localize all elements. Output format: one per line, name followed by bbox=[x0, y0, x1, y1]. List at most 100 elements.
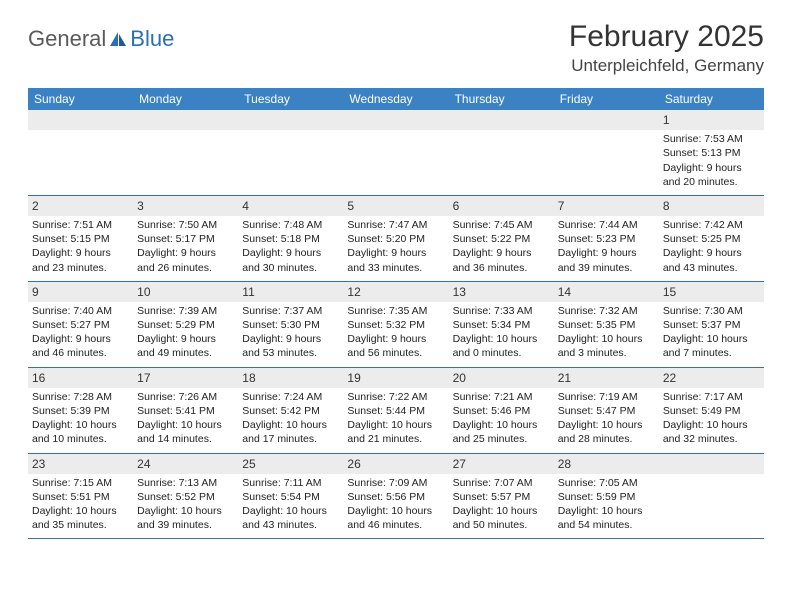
day-number bbox=[133, 110, 238, 130]
day-number bbox=[659, 454, 764, 474]
day-number: 23 bbox=[28, 454, 133, 474]
day-cell: 23Sunrise: 7:15 AMSunset: 5:51 PMDayligh… bbox=[28, 454, 133, 539]
day-number: 1 bbox=[659, 110, 764, 130]
sunset-line: Sunset: 5:47 PM bbox=[558, 404, 655, 418]
calendar-grid: Sunday Monday Tuesday Wednesday Thursday… bbox=[28, 88, 764, 539]
daylight-line: Daylight: 9 hours and 23 minutes. bbox=[32, 246, 129, 274]
sunrise-line: Sunrise: 7:37 AM bbox=[242, 304, 339, 318]
sunrise-line: Sunrise: 7:15 AM bbox=[32, 476, 129, 490]
day-number: 18 bbox=[238, 368, 343, 388]
day-cell: 1 Sunrise: 7:53 AMSunset: 5:13 PMDaylight… bbox=[659, 110, 764, 195]
sunrise-line: Sunrise: 7:42 AM bbox=[663, 218, 760, 232]
daylight-line: Daylight: 9 hours and 36 minutes. bbox=[453, 246, 550, 274]
day-number: 27 bbox=[449, 454, 554, 474]
weeks-container: 1Sunrise: 7:53 AMSunset: 5:13 PMDaylight… bbox=[28, 110, 764, 539]
day-cell: 3Sunrise: 7:50 AMSunset: 5:17 PMDaylight… bbox=[133, 196, 238, 281]
weekday-friday: Friday bbox=[554, 88, 659, 110]
daylight-line: Daylight: 10 hours and 3 minutes. bbox=[558, 332, 655, 360]
day-number: 15 bbox=[659, 282, 764, 302]
location: Unterpleichfeld, Germany bbox=[569, 56, 764, 76]
daylight-line: Daylight: 9 hours and 49 minutes. bbox=[137, 332, 234, 360]
day-cell: 14Sunrise: 7:32 AMSunset: 5:35 PMDayligh… bbox=[554, 282, 659, 367]
daylight-line: Daylight: 10 hours and 54 minutes. bbox=[558, 504, 655, 532]
sunset-line: Sunset: 5:23 PM bbox=[558, 232, 655, 246]
sunrise-line: Sunrise: 7:11 AM bbox=[242, 476, 339, 490]
day-number: 13 bbox=[449, 282, 554, 302]
day-cell: 12Sunrise: 7:35 AMSunset: 5:32 PMDayligh… bbox=[343, 282, 448, 367]
day-cell: 16Sunrise: 7:28 AMSunset: 5:39 PMDayligh… bbox=[28, 368, 133, 453]
day-number: 16 bbox=[28, 368, 133, 388]
sunrise-line: Sunrise: 7:24 AM bbox=[242, 390, 339, 404]
day-number: 19 bbox=[343, 368, 448, 388]
daylight-line: Daylight: 10 hours and 35 minutes. bbox=[32, 504, 129, 532]
header: General Blue February 2025 Unterpleichfe… bbox=[28, 20, 764, 76]
day-number: 25 bbox=[238, 454, 343, 474]
day-cell: 25Sunrise: 7:11 AMSunset: 5:54 PMDayligh… bbox=[238, 454, 343, 539]
sunset-line: Sunset: 5:52 PM bbox=[137, 490, 234, 504]
day-cell bbox=[343, 110, 448, 195]
sunset-line: Sunset: 5:54 PM bbox=[242, 490, 339, 504]
daylight-line: Daylight: 9 hours and 26 minutes. bbox=[137, 246, 234, 274]
day-cell: 2Sunrise: 7:51 AMSunset: 5:15 PMDaylight… bbox=[28, 196, 133, 281]
sunrise-line: Sunrise: 7:22 AM bbox=[347, 390, 444, 404]
sunrise-line: Sunrise: 7:53 AM bbox=[663, 132, 760, 146]
day-cell: 20Sunrise: 7:21 AMSunset: 5:46 PMDayligh… bbox=[449, 368, 554, 453]
sunrise-line: Sunrise: 7:07 AM bbox=[453, 476, 550, 490]
day-cell: 15Sunrise: 7:30 AMSunset: 5:37 PMDayligh… bbox=[659, 282, 764, 367]
daylight-line: Daylight: 10 hours and 0 minutes. bbox=[453, 332, 550, 360]
sunrise-line: Sunrise: 7:26 AM bbox=[137, 390, 234, 404]
day-cell: 24Sunrise: 7:13 AMSunset: 5:52 PMDayligh… bbox=[133, 454, 238, 539]
day-number: 20 bbox=[449, 368, 554, 388]
daylight-line: Daylight: 10 hours and 25 minutes. bbox=[453, 418, 550, 446]
sunset-line: Sunset: 5:17 PM bbox=[137, 232, 234, 246]
weekday-saturday: Saturday bbox=[659, 88, 764, 110]
sunset-line: Sunset: 5:32 PM bbox=[347, 318, 444, 332]
week-row: 1 Sunrise: 7:53 AMSunset: 5:13 PMDaylight… bbox=[28, 110, 764, 196]
sunrise-line: Sunrise: 7:33 AM bbox=[453, 304, 550, 318]
sunset-line: Sunset: 5:18 PM bbox=[242, 232, 339, 246]
daylight-line: Daylight: 9 hours and 20 minutes. bbox=[663, 161, 760, 189]
sunset-line: Sunset: 5:13 PM bbox=[663, 146, 760, 160]
sunrise-line: Sunrise: 7:09 AM bbox=[347, 476, 444, 490]
daylight-line: Daylight: 9 hours and 43 minutes. bbox=[663, 246, 760, 274]
sunset-line: Sunset: 5:29 PM bbox=[137, 318, 234, 332]
day-cell: 13Sunrise: 7:33 AMSunset: 5:34 PMDayligh… bbox=[449, 282, 554, 367]
day-cell: 17Sunrise: 7:26 AMSunset: 5:41 PMDayligh… bbox=[133, 368, 238, 453]
sunrise-line: Sunrise: 7:45 AM bbox=[453, 218, 550, 232]
daylight-line: Daylight: 10 hours and 32 minutes. bbox=[663, 418, 760, 446]
daylight-line: Daylight: 9 hours and 46 minutes. bbox=[32, 332, 129, 360]
sunrise-line: Sunrise: 7:05 AM bbox=[558, 476, 655, 490]
sunset-line: Sunset: 5:30 PM bbox=[242, 318, 339, 332]
day-cell: 8Sunrise: 7:42 AMSunset: 5:25 PMDaylight… bbox=[659, 196, 764, 281]
month-title: February 2025 bbox=[569, 20, 764, 54]
sunrise-line: Sunrise: 7:35 AM bbox=[347, 304, 444, 318]
weekday-monday: Monday bbox=[133, 88, 238, 110]
day-number: 11 bbox=[238, 282, 343, 302]
sunset-line: Sunset: 5:57 PM bbox=[453, 490, 550, 504]
day-number: 4 bbox=[238, 196, 343, 216]
calendar-page: General Blue February 2025 Unterpleichfe… bbox=[0, 0, 792, 559]
day-number: 5 bbox=[343, 196, 448, 216]
day-cell bbox=[133, 110, 238, 195]
sunset-line: Sunset: 5:49 PM bbox=[663, 404, 760, 418]
day-cell: 19Sunrise: 7:22 AMSunset: 5:44 PMDayligh… bbox=[343, 368, 448, 453]
day-number bbox=[449, 110, 554, 130]
day-cell: 28Sunrise: 7:05 AMSunset: 5:59 PMDayligh… bbox=[554, 454, 659, 539]
weekday-wednesday: Wednesday bbox=[343, 88, 448, 110]
weekday-sunday: Sunday bbox=[28, 88, 133, 110]
day-number: 2 bbox=[28, 196, 133, 216]
sunrise-line: Sunrise: 7:40 AM bbox=[32, 304, 129, 318]
sunset-line: Sunset: 5:41 PM bbox=[137, 404, 234, 418]
day-number: 6 bbox=[449, 196, 554, 216]
sunset-line: Sunset: 5:39 PM bbox=[32, 404, 129, 418]
logo-sail-icon bbox=[108, 30, 128, 48]
sunrise-line: Sunrise: 7:30 AM bbox=[663, 304, 760, 318]
sunrise-line: Sunrise: 7:17 AM bbox=[663, 390, 760, 404]
day-cell: 10Sunrise: 7:39 AMSunset: 5:29 PMDayligh… bbox=[133, 282, 238, 367]
sunrise-line: Sunrise: 7:47 AM bbox=[347, 218, 444, 232]
logo-text-blue: Blue bbox=[130, 26, 174, 52]
daylight-line: Daylight: 9 hours and 39 minutes. bbox=[558, 246, 655, 274]
day-number: 3 bbox=[133, 196, 238, 216]
logo: General Blue bbox=[28, 20, 174, 52]
day-cell bbox=[659, 454, 764, 539]
